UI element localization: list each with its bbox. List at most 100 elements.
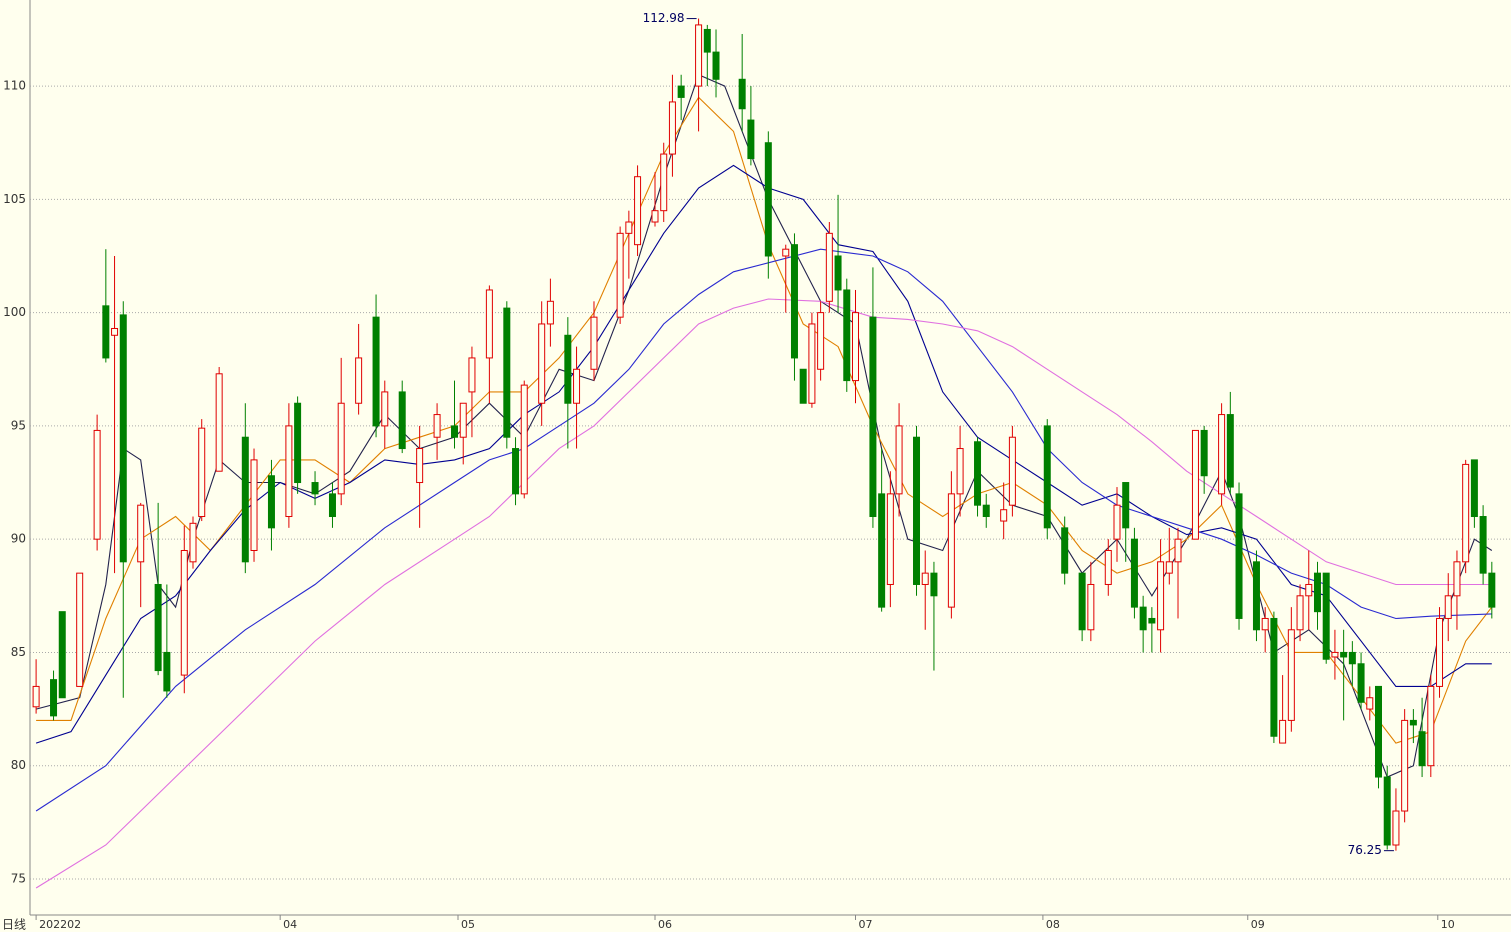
candle-body	[651, 210, 659, 223]
candle-body	[1165, 561, 1173, 574]
candle-body	[93, 429, 101, 540]
candle-body	[250, 459, 258, 551]
candle-body	[1436, 617, 1444, 687]
candle-body	[538, 323, 546, 404]
candle-body	[1139, 606, 1147, 631]
candle-body	[180, 549, 188, 676]
candle-body	[1296, 595, 1304, 631]
candle-body	[1174, 538, 1182, 563]
candle-body	[817, 312, 825, 370]
candle-body	[1392, 810, 1400, 846]
x-tick-label: 202202	[39, 918, 81, 931]
candle-body	[930, 572, 938, 597]
y-tick-label: 90	[11, 532, 26, 546]
candle-body	[1087, 583, 1095, 631]
candle-body	[738, 78, 746, 110]
candle-body	[616, 232, 624, 318]
candle-body	[808, 323, 816, 404]
candle-body	[215, 373, 223, 472]
candle-body	[1287, 629, 1295, 721]
candle-body	[546, 300, 554, 325]
candle-body	[32, 685, 40, 708]
candle-body	[512, 448, 520, 495]
candle-body	[485, 289, 493, 359]
candle-body	[956, 448, 964, 495]
candle-body	[1252, 561, 1260, 631]
candle-body	[1322, 572, 1330, 660]
candle-body	[1270, 617, 1278, 737]
candle-body	[1061, 527, 1069, 574]
candle-body	[1340, 651, 1348, 658]
candle-body	[119, 314, 127, 563]
candle-body	[851, 312, 859, 382]
candle-body	[163, 651, 171, 692]
candle-body	[712, 51, 720, 80]
candle-body	[451, 425, 459, 438]
candle-body	[1235, 493, 1243, 619]
candle-body	[137, 504, 145, 563]
candle-body	[1488, 572, 1496, 608]
candle-body	[1383, 776, 1391, 846]
candle-body	[1305, 583, 1313, 597]
annotation: 76.25	[1348, 843, 1382, 857]
candle-body	[76, 572, 84, 687]
candle-body	[921, 572, 929, 585]
x-tick-label: 10	[1441, 918, 1455, 931]
candle-body	[1122, 482, 1130, 529]
candle-body	[1261, 617, 1269, 631]
candle-body	[660, 153, 668, 212]
candle-body	[982, 504, 990, 518]
candle-body	[886, 493, 894, 585]
candle-body	[1043, 425, 1051, 529]
candle-body	[355, 357, 363, 404]
candle-body	[520, 384, 528, 495]
y-tick-label: 110	[3, 79, 26, 93]
candle-body	[311, 482, 319, 495]
candle-body	[1130, 538, 1138, 608]
candle-body	[703, 28, 711, 53]
candle-body	[1200, 429, 1208, 477]
candle-body	[764, 142, 772, 257]
candle-body	[790, 244, 798, 359]
candle-body	[747, 119, 755, 160]
candle-body	[1427, 685, 1435, 767]
y-tick-label: 80	[11, 758, 26, 772]
y-tick-label: 85	[11, 645, 26, 659]
candle-body	[668, 101, 676, 155]
y-tick-label: 75	[11, 871, 26, 885]
candle-body	[189, 522, 197, 563]
candle-body	[1357, 663, 1365, 703]
candle-body	[198, 427, 206, 518]
candle-body	[695, 24, 703, 87]
candle-body	[782, 248, 790, 257]
candle-body	[677, 85, 685, 98]
candle-body	[1148, 617, 1156, 624]
candle-body	[1078, 572, 1086, 631]
candle-body	[1313, 572, 1321, 613]
x-tick-label: 06	[658, 918, 672, 931]
candle-body	[1191, 429, 1199, 540]
candle-body	[267, 475, 275, 529]
candle-body	[241, 436, 249, 563]
candle-body	[381, 391, 389, 427]
candle-body	[1348, 651, 1356, 665]
candle-body	[1375, 685, 1383, 778]
candle-body	[634, 176, 642, 246]
candle-body	[1218, 414, 1226, 495]
candle-body	[285, 425, 293, 518]
candle-body	[1479, 516, 1487, 574]
x-tick-label: 05	[461, 918, 475, 931]
candle-body	[1462, 463, 1470, 563]
x-tick-label: 04	[283, 918, 297, 931]
candle-body	[1409, 719, 1417, 726]
x-label: 日线	[2, 918, 26, 932]
candle-body	[1331, 651, 1339, 658]
candle-body	[1104, 549, 1112, 585]
candle-body	[468, 357, 476, 393]
candle-body	[1226, 414, 1234, 488]
candle-body	[503, 307, 511, 438]
candle-body	[625, 221, 633, 234]
candle-body	[337, 402, 345, 495]
candle-body	[974, 441, 982, 506]
